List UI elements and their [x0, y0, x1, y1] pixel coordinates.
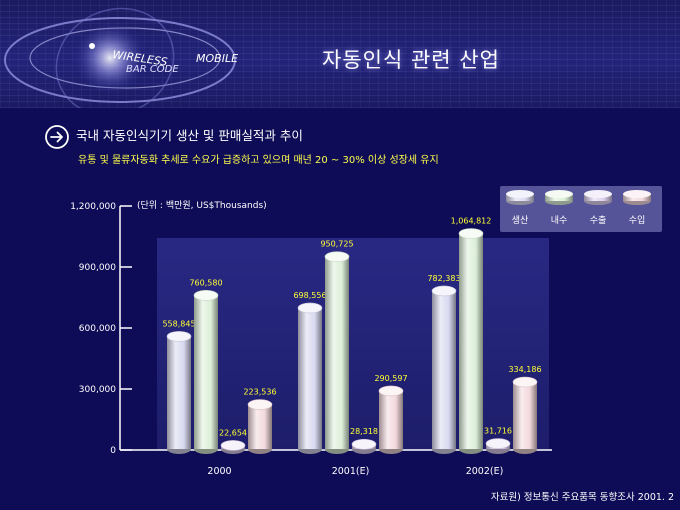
y-tick-label: 1,200,000: [70, 202, 116, 212]
data-label: 698,556: [293, 291, 326, 300]
x-tick-label: 2002(E): [466, 466, 504, 477]
data-label: 760,580: [189, 278, 222, 287]
x-tick-label: 2000: [207, 466, 231, 477]
data-label: 223,536: [243, 388, 276, 397]
bar-body: [459, 233, 483, 449]
y-tick-label: 900,000: [79, 263, 116, 273]
bar: [378, 385, 404, 454]
bar-body: [379, 390, 403, 449]
legend-label: 수입: [629, 214, 646, 226]
bar-top: [166, 331, 192, 342]
legend-label: 내수: [551, 215, 568, 226]
bar: [247, 399, 273, 454]
legend-background: [500, 186, 662, 232]
bar-top: [193, 290, 219, 301]
source-note: 자료원) 정보통신 주요품목 동향조사 2001. 2: [490, 492, 674, 503]
arrow-circle-icon: [45, 125, 69, 149]
bar-top: [431, 285, 457, 297]
legend-label: 생산: [512, 215, 529, 226]
data-label: 950,725: [320, 240, 353, 249]
bar-body: [194, 295, 218, 449]
data-label: 31,716: [484, 427, 512, 436]
y-tick-label: 600,000: [79, 324, 116, 334]
bar-top: [485, 438, 511, 449]
y-tick-label: 0: [110, 446, 116, 456]
bar: [324, 251, 350, 454]
x-tick-label: 2001(E): [332, 466, 370, 477]
logo-text-barcode: BAR CODE: [126, 64, 179, 75]
page-title: 자동인식 관련 산업: [322, 48, 500, 72]
data-label: 782,383: [427, 274, 460, 283]
bar-body: [248, 404, 272, 449]
y-tick-label: 300,000: [79, 385, 116, 395]
data-label: 1,064,812: [451, 216, 492, 225]
bar-top: [378, 385, 404, 397]
bar-body: [325, 256, 349, 449]
legend-swatch: [623, 190, 651, 205]
section-subheading: 유통 및 물류자동화 추세로 수요가 급증하고 있으며 매년 20 ~ 30% …: [78, 155, 439, 166]
bar-top: [247, 399, 273, 410]
bar: [458, 228, 484, 454]
header-banner: WIRELESS MOBILE BAR CODE 자동인식 관련 산업: [0, 0, 680, 108]
logo-text-mobile: MOBILE: [196, 52, 238, 65]
bar-body: [432, 290, 456, 449]
bar: [431, 285, 457, 454]
data-label: 28,318: [350, 427, 378, 436]
bar: [297, 302, 323, 454]
bar: [166, 331, 192, 454]
bar-top: [220, 440, 246, 451]
data-label: 22,654: [219, 428, 247, 437]
bar-body: [298, 307, 322, 449]
bar-top: [351, 438, 377, 450]
bar-top: [458, 228, 484, 239]
chart-unit-label: (단위 : 백만원, US$Thousands): [137, 200, 267, 211]
data-label: 558,845: [162, 319, 195, 328]
bar: [351, 438, 377, 454]
bar-body: [513, 382, 537, 449]
bar-body: [167, 336, 191, 449]
bar-top: [324, 251, 350, 262]
bar-top: [512, 376, 538, 388]
bar: [193, 290, 219, 454]
bar: [512, 376, 538, 454]
legend-swatch: [545, 190, 573, 205]
bar-top: [297, 302, 323, 314]
chart-plot-background: [157, 238, 549, 450]
section-heading: 국내 자동인식기기 생산 및 판매실적과 추이: [76, 128, 303, 143]
data-label: 290,597: [374, 374, 407, 383]
legend-swatch: [584, 190, 612, 205]
bar: [220, 440, 246, 454]
bar: [485, 438, 511, 454]
wireless-mobile-barcode-logo: WIRELESS MOBILE BAR CODE: [4, 7, 238, 108]
legend-swatch: [506, 190, 534, 205]
legend-label: 수출: [590, 215, 607, 226]
data-label: 334,186: [508, 365, 541, 374]
